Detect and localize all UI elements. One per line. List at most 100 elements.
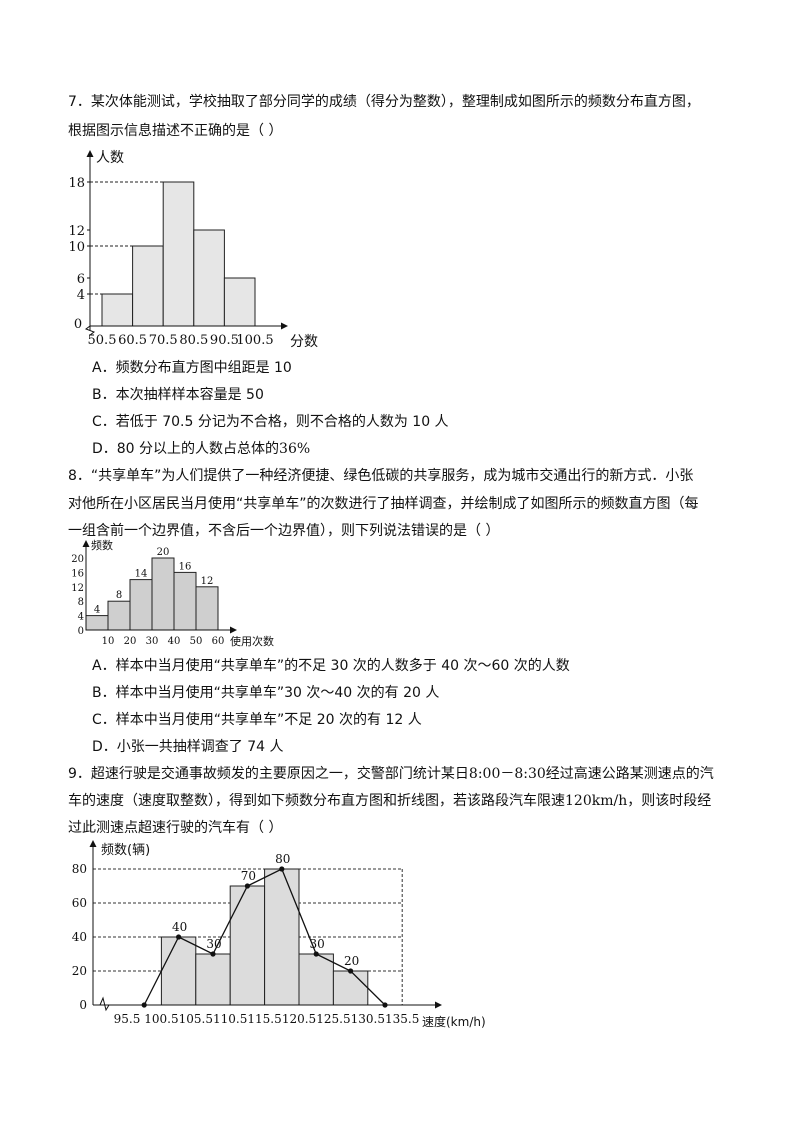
histogram-bar xyxy=(298,953,334,1006)
bar-value-label: 20 xyxy=(157,547,170,558)
q9-stem-line2-a: 车的速度（速度取整数），得到如下频数分布直方图和折线图，若该路段汽车限速 xyxy=(68,793,565,809)
bar-value-label: 12 xyxy=(201,576,214,587)
x-axis-label: 分数 xyxy=(290,334,318,350)
polygon-point xyxy=(244,883,250,889)
q9-stem-line2-b: ，则该时段经 xyxy=(627,793,712,809)
bar-value-label: 40 xyxy=(172,920,187,934)
q7-option-a: A．频数分布直方图中组距是 10 xyxy=(92,360,292,376)
y-axis-arrow xyxy=(82,540,90,547)
bar-value-label: 80 xyxy=(275,852,290,866)
bar-value-label: 8 xyxy=(116,590,122,601)
y-tick-label: 0 xyxy=(74,317,82,332)
x-tick-label: 95.5 xyxy=(114,1012,141,1026)
x-axis-arrow xyxy=(435,1001,442,1009)
histogram-bar xyxy=(223,277,256,327)
histogram-bar xyxy=(107,600,131,631)
frequency-polygon xyxy=(143,868,386,1006)
x-tick-label: 110.5 xyxy=(213,1012,247,1026)
x-tick-label: 30 xyxy=(146,636,159,647)
histogram-bar xyxy=(162,181,195,327)
y-tick-label: 0 xyxy=(78,626,84,637)
histogram-bar xyxy=(160,936,197,1006)
q9-histogram-polygon: 40 30 70 80 30 20 0 20 40 60 80 95.5 100.5 105.5 110.5… xyxy=(72,840,486,1029)
bar-value-label: 30 xyxy=(310,937,325,951)
q8-stem-line3: 一组含前一个边界值，不含后一个边界值），则下列说法错误的是（ ） xyxy=(68,523,500,539)
x-axis-arrow xyxy=(230,626,237,634)
q9-stem-line1-a: 9．超速行驶是交通事故频发的主要原因之一，交警部门统计某日 xyxy=(68,766,469,782)
x-tick-label: 60.5 xyxy=(118,333,147,348)
polygon-point xyxy=(348,968,354,974)
x-tick-label: 50 xyxy=(190,636,203,647)
x-tick-label: 20 xyxy=(124,636,137,647)
y-tick-label: 18 xyxy=(68,176,85,191)
axis-break-mark xyxy=(84,325,96,336)
x-tick-label: 100.5 xyxy=(236,333,273,348)
histogram-bar xyxy=(193,229,225,327)
y-tick-label: 6 xyxy=(77,272,85,287)
y-tick-label: 80 xyxy=(72,862,87,876)
polygon-point xyxy=(176,934,182,940)
q7-stem-line2: 根据图示信息描述不正确的是（ ） xyxy=(68,123,283,139)
histogram-bar xyxy=(332,970,369,1006)
x-tick-label: 120.5 xyxy=(282,1012,316,1026)
x-tick-label: 125.5 xyxy=(316,1012,350,1026)
x-tick-label: 40 xyxy=(168,636,181,647)
q7-option-d-value: 36% xyxy=(279,441,311,457)
q8-stem-line1: 8．“共享单车”为人们提供了一种经济便捷、绿色低碳的共享服务，成为城市交通出行的… xyxy=(68,468,694,484)
x-tick-label: 70.5 xyxy=(149,333,178,348)
q9-stem-line1: 9．超速行驶是交通事故频发的主要原因之一，交警部门统计某日8:00－8:30经过… xyxy=(68,764,714,784)
x-tick-label: 90.5 xyxy=(210,333,239,348)
q9-time-range: 8:00－8:30 xyxy=(468,766,546,782)
q9-stem-line2: 车的速度（速度取整数），得到如下频数分布直方图和折线图，若该路段汽车限速120k… xyxy=(68,791,711,811)
q8-option-b: B．样本中当月使用“共享单车”30 次～40 次的有 20 人 xyxy=(92,685,440,701)
bar-value-label: 70 xyxy=(241,869,256,883)
q7-option-d-text: D．80 分以上的人数占总体的 xyxy=(92,441,280,457)
x-axis-label: 使用次数 xyxy=(230,634,274,648)
y-tick-label: 16 xyxy=(71,568,84,579)
q8-option-d: D．小张一共抽样调查了 74 人 xyxy=(92,739,284,755)
q7-option-c: C．若低于 70.5 分记为不合格，则不合格的人数为 10 人 xyxy=(92,414,449,430)
q9-speed-limit: 120km/h xyxy=(565,793,628,809)
x-tick-label: 130.5 xyxy=(351,1012,385,1026)
x-tick-label: 60 xyxy=(212,636,225,647)
histogram-bar xyxy=(129,579,153,631)
polygon-point xyxy=(313,951,319,957)
axis-break-mark xyxy=(99,996,110,1012)
histogram-bar xyxy=(264,868,300,1006)
y-tick-label: 10 xyxy=(68,240,85,255)
y-tick-label: 0 xyxy=(79,998,87,1012)
bar-value-label: 4 xyxy=(94,605,100,616)
histogram-bar xyxy=(173,571,197,631)
y-axis-label: 频数(辆) xyxy=(101,843,150,858)
y-tick-label: 60 xyxy=(72,896,87,910)
x-tick-label: 135.5 xyxy=(385,1012,419,1026)
y-axis-arrow xyxy=(86,150,94,157)
q8-option-c: C．样本中当月使用“共享单车”不足 20 次的有 12 人 xyxy=(92,712,422,728)
y-tick-label: 40 xyxy=(72,930,87,944)
histogram-bar xyxy=(101,293,134,327)
x-tick-label: 100.5 xyxy=(144,1012,178,1026)
y-tick-label: 20 xyxy=(72,964,87,978)
q7-stem-line1: 7．某次体能测试，学校抽取了部分同学的成绩（得分为整数），整理制成如图所示的频数… xyxy=(68,94,700,110)
histogram-bar xyxy=(195,953,231,1006)
x-tick-label: 105.5 xyxy=(179,1012,213,1026)
histogram-bar xyxy=(85,615,109,631)
y-tick-label: 20 xyxy=(71,554,84,565)
y-axis-arrow xyxy=(89,840,97,847)
q8-option-a: A．样本中当月使用“共享单车”的不足 30 次的人数多于 40 次～60 次的人… xyxy=(92,658,570,674)
q8-stem-line2: 对他所在小区居民当月使用“共享单车”的次数进行了抽样调查，并绘制成了如图所示的频… xyxy=(68,496,699,512)
y-axis-label: 频数 xyxy=(91,538,113,552)
histogram-bar xyxy=(132,245,164,327)
histogram-bar xyxy=(151,557,175,631)
bar-value-label: 30 xyxy=(206,937,221,951)
y-tick-label: 12 xyxy=(71,583,84,594)
x-axis-label: 速度(km/h) xyxy=(422,1014,486,1029)
q7-option-b: B．本次抽样样本容量是 50 xyxy=(92,387,264,403)
histogram-bar xyxy=(229,885,266,1006)
polygon-point xyxy=(279,866,285,872)
polygon-point xyxy=(210,951,216,957)
y-tick-label: 4 xyxy=(78,612,84,623)
q7-option-d: D．80 分以上的人数占总体的36% xyxy=(92,439,310,459)
